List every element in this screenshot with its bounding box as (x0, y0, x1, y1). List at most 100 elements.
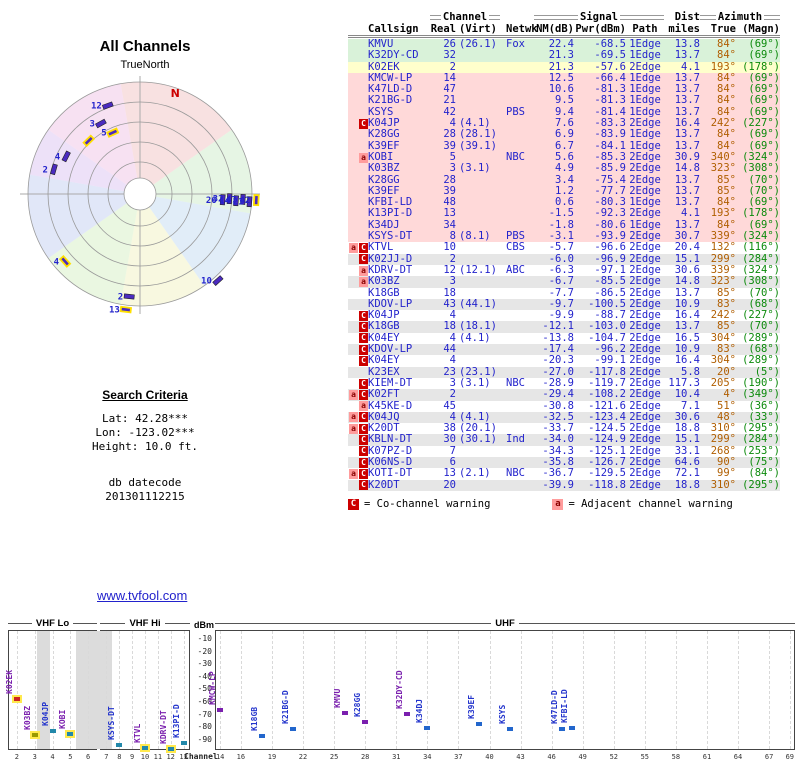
band-label: VHF Lo (35, 618, 70, 629)
table-row: K47LD-D 47 10.6 -81.3 1Edge 13.7 84° (69°) (348, 83, 780, 96)
height-value: Height: 10.0 ft. (92, 440, 198, 453)
callsign-link[interactable]: KSYS-DT (368, 230, 413, 243)
chart-callsign-label: KMVU (332, 688, 342, 708)
gridline (34, 631, 36, 749)
col-magn: (Magn) (742, 22, 780, 35)
band-header-vhf-hi: VHF Hi (100, 618, 190, 629)
gridline (613, 631, 615, 749)
adjacent-channel-flag: a (349, 389, 358, 400)
callsign-link[interactable]: K32DY-CD (368, 49, 419, 62)
callsign-link[interactable]: K23EX (368, 365, 400, 378)
callsign-link[interactable]: K18GB (368, 320, 400, 333)
table-row: KMVU 26 (26.1) Fox 22.4 -68.5 1Edge 13.8 84° (69°… (348, 38, 780, 51)
callsign-link[interactable]: KTVL (368, 241, 394, 254)
chart-callsign-label: K03BZ (22, 705, 32, 730)
callsign-link[interactable]: K20DT (368, 478, 400, 491)
callsign-link[interactable]: K04EY (368, 354, 400, 367)
gridline (70, 631, 72, 749)
table-row: K39EF 39 1.2 -77.7 2Edge 13.7 85° (70°) (348, 184, 780, 198)
channel-tick: 64 (733, 753, 743, 761)
callsign-link[interactable]: KDRV-DT (368, 263, 413, 276)
callsign-link[interactable]: K34DJ (368, 218, 400, 231)
callsign-link[interactable]: KDOV-LP (368, 343, 413, 356)
channel-group-header: Channel (442, 11, 488, 24)
channel-tick: 11 (153, 753, 163, 761)
callsign-link[interactable]: KIEM-DT (368, 376, 413, 389)
chart-callsign-label: K34DJ (415, 698, 425, 723)
callsign-link[interactable]: K02EK (368, 60, 400, 73)
table-row: a C K04JQ 4 (4.1) -32.5 -123.4 2Edge 30.6 48° (33°… (348, 410, 780, 424)
col-nm: NM(dB) (536, 22, 574, 35)
callsign-link[interactable]: K21BG-D (368, 94, 413, 107)
gridline (551, 631, 553, 749)
dbm-tick: -20 (197, 646, 212, 656)
col-callsign: Callsign (368, 22, 419, 35)
svg-text:12: 12 (91, 102, 102, 112)
gridline (520, 631, 522, 749)
svg-text:14: 14 (219, 197, 230, 207)
dbm-tick: -60 (197, 697, 212, 706)
co-channel-flag: C (359, 446, 368, 457)
callsign-link[interactable]: K45KE-D (368, 399, 413, 412)
chart-callsign-label: KTVL (133, 723, 142, 744)
channel-tick: 69 (785, 753, 795, 761)
callsign-link[interactable]: K04JP (368, 117, 400, 130)
band-header-uhf: UHF (215, 618, 795, 629)
signal-marker (49, 729, 56, 734)
callsign-link[interactable]: K28GG (368, 173, 400, 186)
callsign-link[interactable]: K39EF (368, 139, 400, 152)
chart-callsign-label: K21BG-D (280, 690, 290, 724)
table-row: C K06NS-D 6 -35.8 -126.7 2Edge 64.6 90° (75°) (348, 455, 780, 469)
callsign-link[interactable]: KMCW-LP (368, 71, 413, 84)
callsign-link[interactable]: KMVU (368, 38, 394, 50)
table-row: a C KOTI-DT 13 (2.1) NBC -36.7 -129.5 2Edge 72.1 9… (348, 467, 780, 480)
callsign-link[interactable]: K04EY (368, 331, 400, 344)
callsign-link[interactable]: K02FT (368, 388, 400, 401)
tvfool-link[interactable]: www.tvfool.com (97, 588, 188, 603)
svg-text:47: 47 (226, 195, 237, 205)
signal-marker (424, 726, 431, 730)
channel-tick: 12 (166, 753, 175, 761)
callsign-link[interactable]: KOTI-DT (368, 467, 413, 480)
callsign-link[interactable]: K47LD-D (368, 83, 413, 96)
callsign-link[interactable]: K04JP (368, 309, 400, 322)
callsign-link[interactable]: K28GG (368, 128, 400, 141)
callsign-link[interactable]: KFBI-LD (368, 196, 413, 209)
callsign-link[interactable]: K18GB (368, 286, 400, 299)
signal-marker (559, 726, 565, 731)
signal-marker (476, 722, 483, 727)
signal-marker (569, 725, 576, 730)
callsign-link[interactable]: KBLN-DT (368, 433, 413, 446)
channel-tick: 37 (454, 753, 463, 761)
co-channel-flag: C (359, 389, 368, 400)
callsign-link[interactable]: K39EF (368, 184, 400, 197)
gridline (88, 631, 90, 749)
callsign-link[interactable]: K04JQ (368, 410, 400, 423)
callsign-link[interactable]: K06NS-D (368, 455, 413, 468)
signal-marker (180, 740, 187, 745)
adjacent-channel-flag: a (349, 242, 358, 253)
gridline (240, 631, 242, 749)
adjacent-channel-legend-icon: a (552, 498, 564, 510)
callsign-link[interactable]: KSYS (368, 105, 394, 118)
callsign-link[interactable]: K03BZ (368, 162, 400, 175)
table-row: K28GG 28 3.4 -75.4 2Edge 13.7 85° (70°) (348, 173, 780, 186)
table-row: C K02JJ-D 2 -6.0 -96.9 2Edge 15.1 299° (284°) (348, 252, 780, 265)
table-row: K02EK 2 21.3 -57.6 2Edge 4.1 193° (178°) (348, 60, 780, 73)
callsign-link[interactable]: K03BZ (368, 275, 400, 288)
adjacent-channel-flag: a (349, 423, 358, 434)
col-path: Path (632, 22, 658, 35)
signal-marker (13, 697, 20, 701)
svg-text:26: 26 (206, 196, 217, 206)
callsign-link[interactable]: K13PI-D (368, 207, 413, 220)
callsign-link[interactable]: K20DT (368, 422, 400, 435)
callsign-link[interactable]: KDOV-LP (368, 297, 413, 310)
gridline (458, 631, 460, 749)
callsign-link[interactable]: K07PZ-D (368, 444, 413, 457)
gridline (52, 631, 54, 749)
callsign-link[interactable]: KOBI (368, 150, 394, 163)
callsign-link[interactable]: K02JJ-D (368, 252, 413, 265)
gridline (789, 631, 791, 749)
